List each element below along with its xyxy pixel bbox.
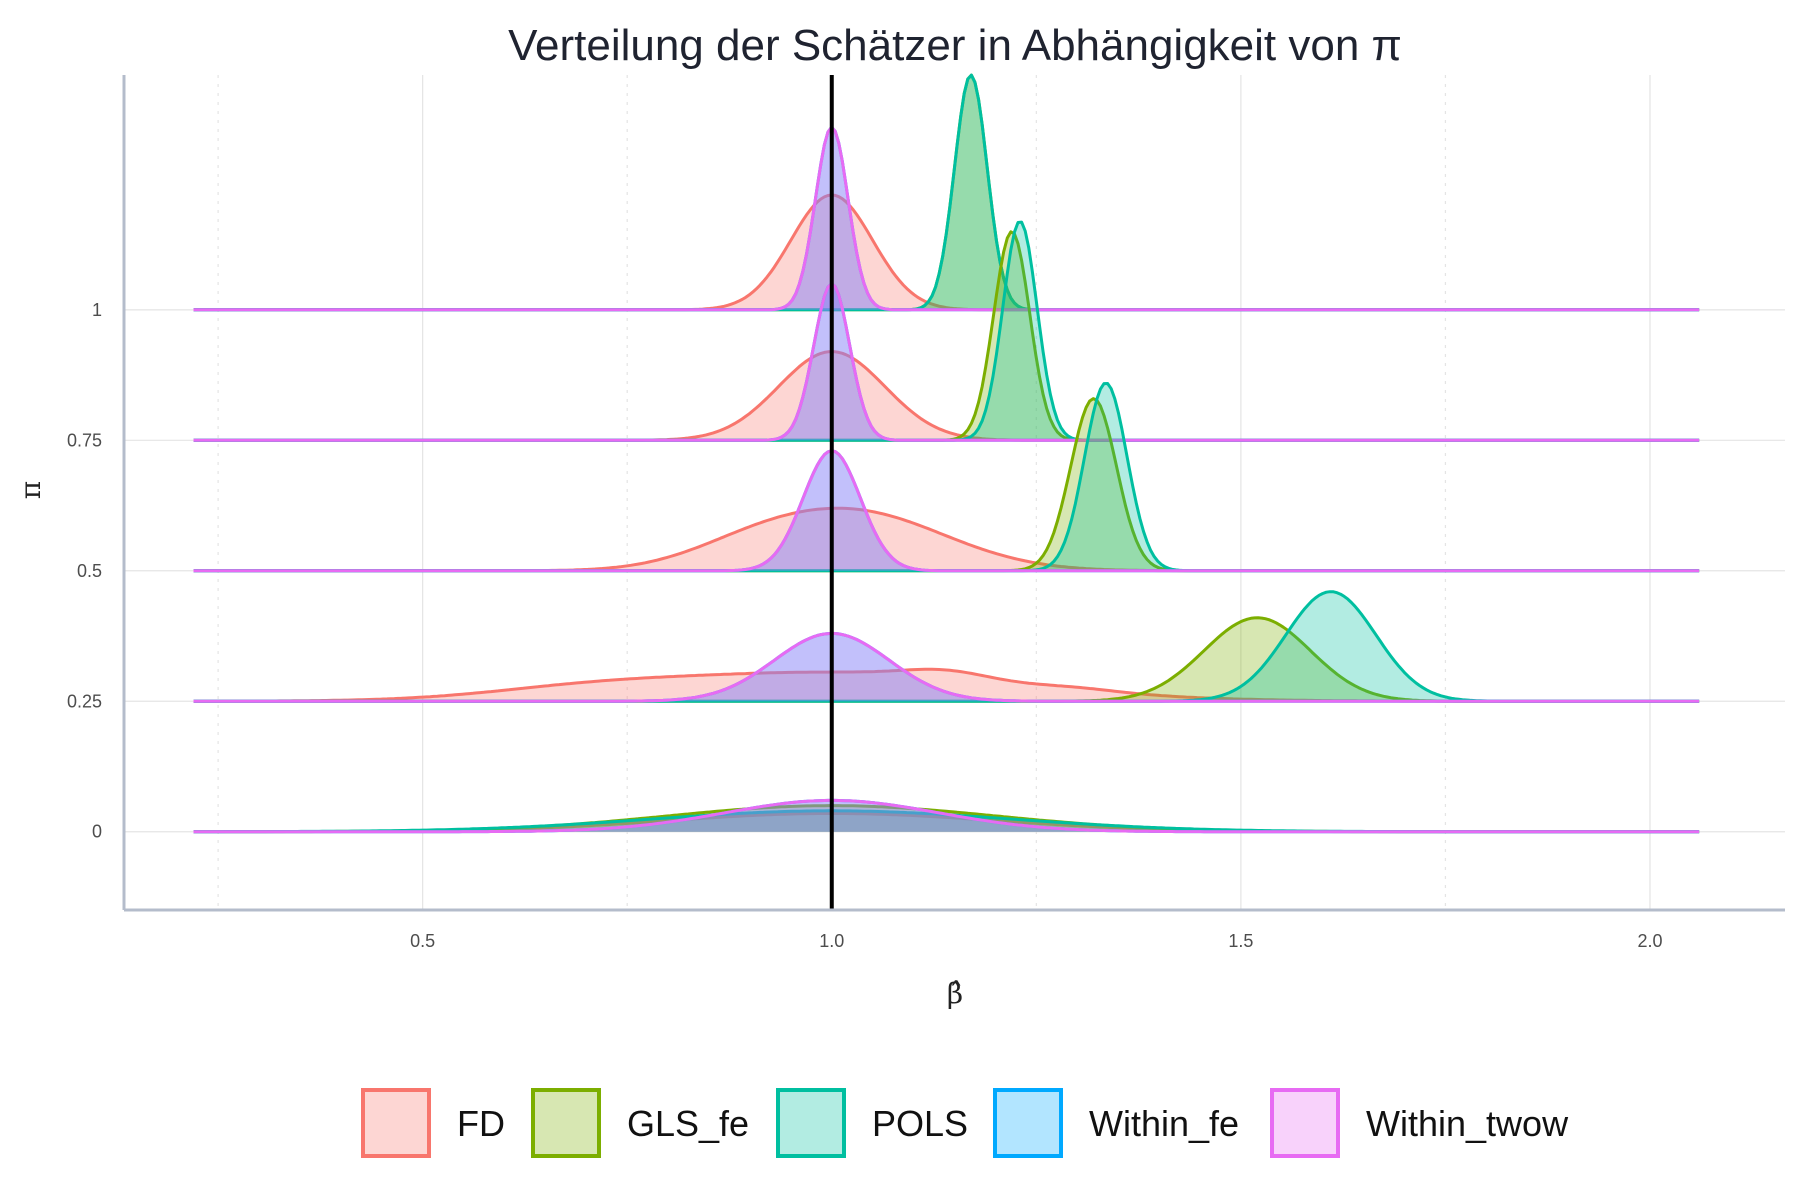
density-area-POLS (193, 810, 1700, 832)
y-tick-label: 0 (92, 822, 102, 842)
density-line-Within_twow (193, 449, 1700, 573)
density-area-FD (193, 351, 1700, 441)
legend-item-Within_fe: Within_fe (993, 1088, 1239, 1158)
legend-key-Within_twow (1270, 1088, 1340, 1158)
x-tick-label: 0.5 (410, 931, 435, 951)
x-tick-label: 1.5 (1228, 931, 1253, 951)
legend-item-FD: FD (361, 1088, 505, 1158)
density-area-GLS_fe (193, 617, 1700, 702)
density-line-Within_twow (193, 631, 1700, 703)
axes: 0.5 1.0 1.5 2.0 0 0.25 0.5 0.75 1 (67, 75, 1785, 951)
legend-item-Within_twow: Within_twow (1270, 1088, 1569, 1158)
x-tick-label: 2.0 (1637, 931, 1662, 951)
legend-key-GLS_fe (531, 1088, 601, 1158)
legend: FD GLS_fe POLS Within_fe Within_twow (361, 1088, 1569, 1158)
legend-item-POLS: POLS (776, 1088, 968, 1158)
density-line-FD (193, 350, 1700, 442)
chart-title: Verteilung der Schätzer in Abhängigkeit … (508, 21, 1402, 70)
y-tick-label: 0.25 (67, 691, 102, 711)
legend-key-POLS (776, 1088, 846, 1158)
density-area-Within_twow (193, 800, 1700, 832)
y-tick-label: 1 (92, 300, 102, 320)
y-axis-title: π (14, 481, 47, 499)
density-area-FD (193, 669, 1700, 702)
y-tick-label: 0.5 (77, 561, 102, 581)
y-tick-label: 0.75 (67, 430, 102, 450)
density-ridges (193, 73, 1700, 910)
legend-label-Within_fe: Within_fe (1089, 1103, 1239, 1144)
legend-key-Within_fe (993, 1088, 1063, 1158)
legend-label-FD: FD (457, 1103, 505, 1144)
legend-label-GLS_fe: GLS_fe (627, 1103, 749, 1144)
legend-item-GLS_fe: GLS_fe (531, 1088, 749, 1158)
legend-label-Within_twow: Within_twow (1366, 1103, 1569, 1144)
density-area-POLS (193, 591, 1700, 702)
density-area-GLS_fe (193, 75, 1700, 310)
density-line-Within_twow (193, 282, 1700, 442)
density-line-Within_twow (193, 798, 1700, 834)
legend-key-FD (361, 1088, 431, 1158)
x-tick-label: 1.0 (819, 931, 844, 951)
density-area-POLS (193, 75, 1700, 310)
x-axis-title: β̂ (947, 977, 963, 1010)
density-line-Within_twow (193, 125, 1700, 312)
density-area-FD (193, 508, 1700, 571)
density-area-Within_fe (193, 800, 1700, 832)
legend-label-POLS: POLS (872, 1103, 968, 1144)
